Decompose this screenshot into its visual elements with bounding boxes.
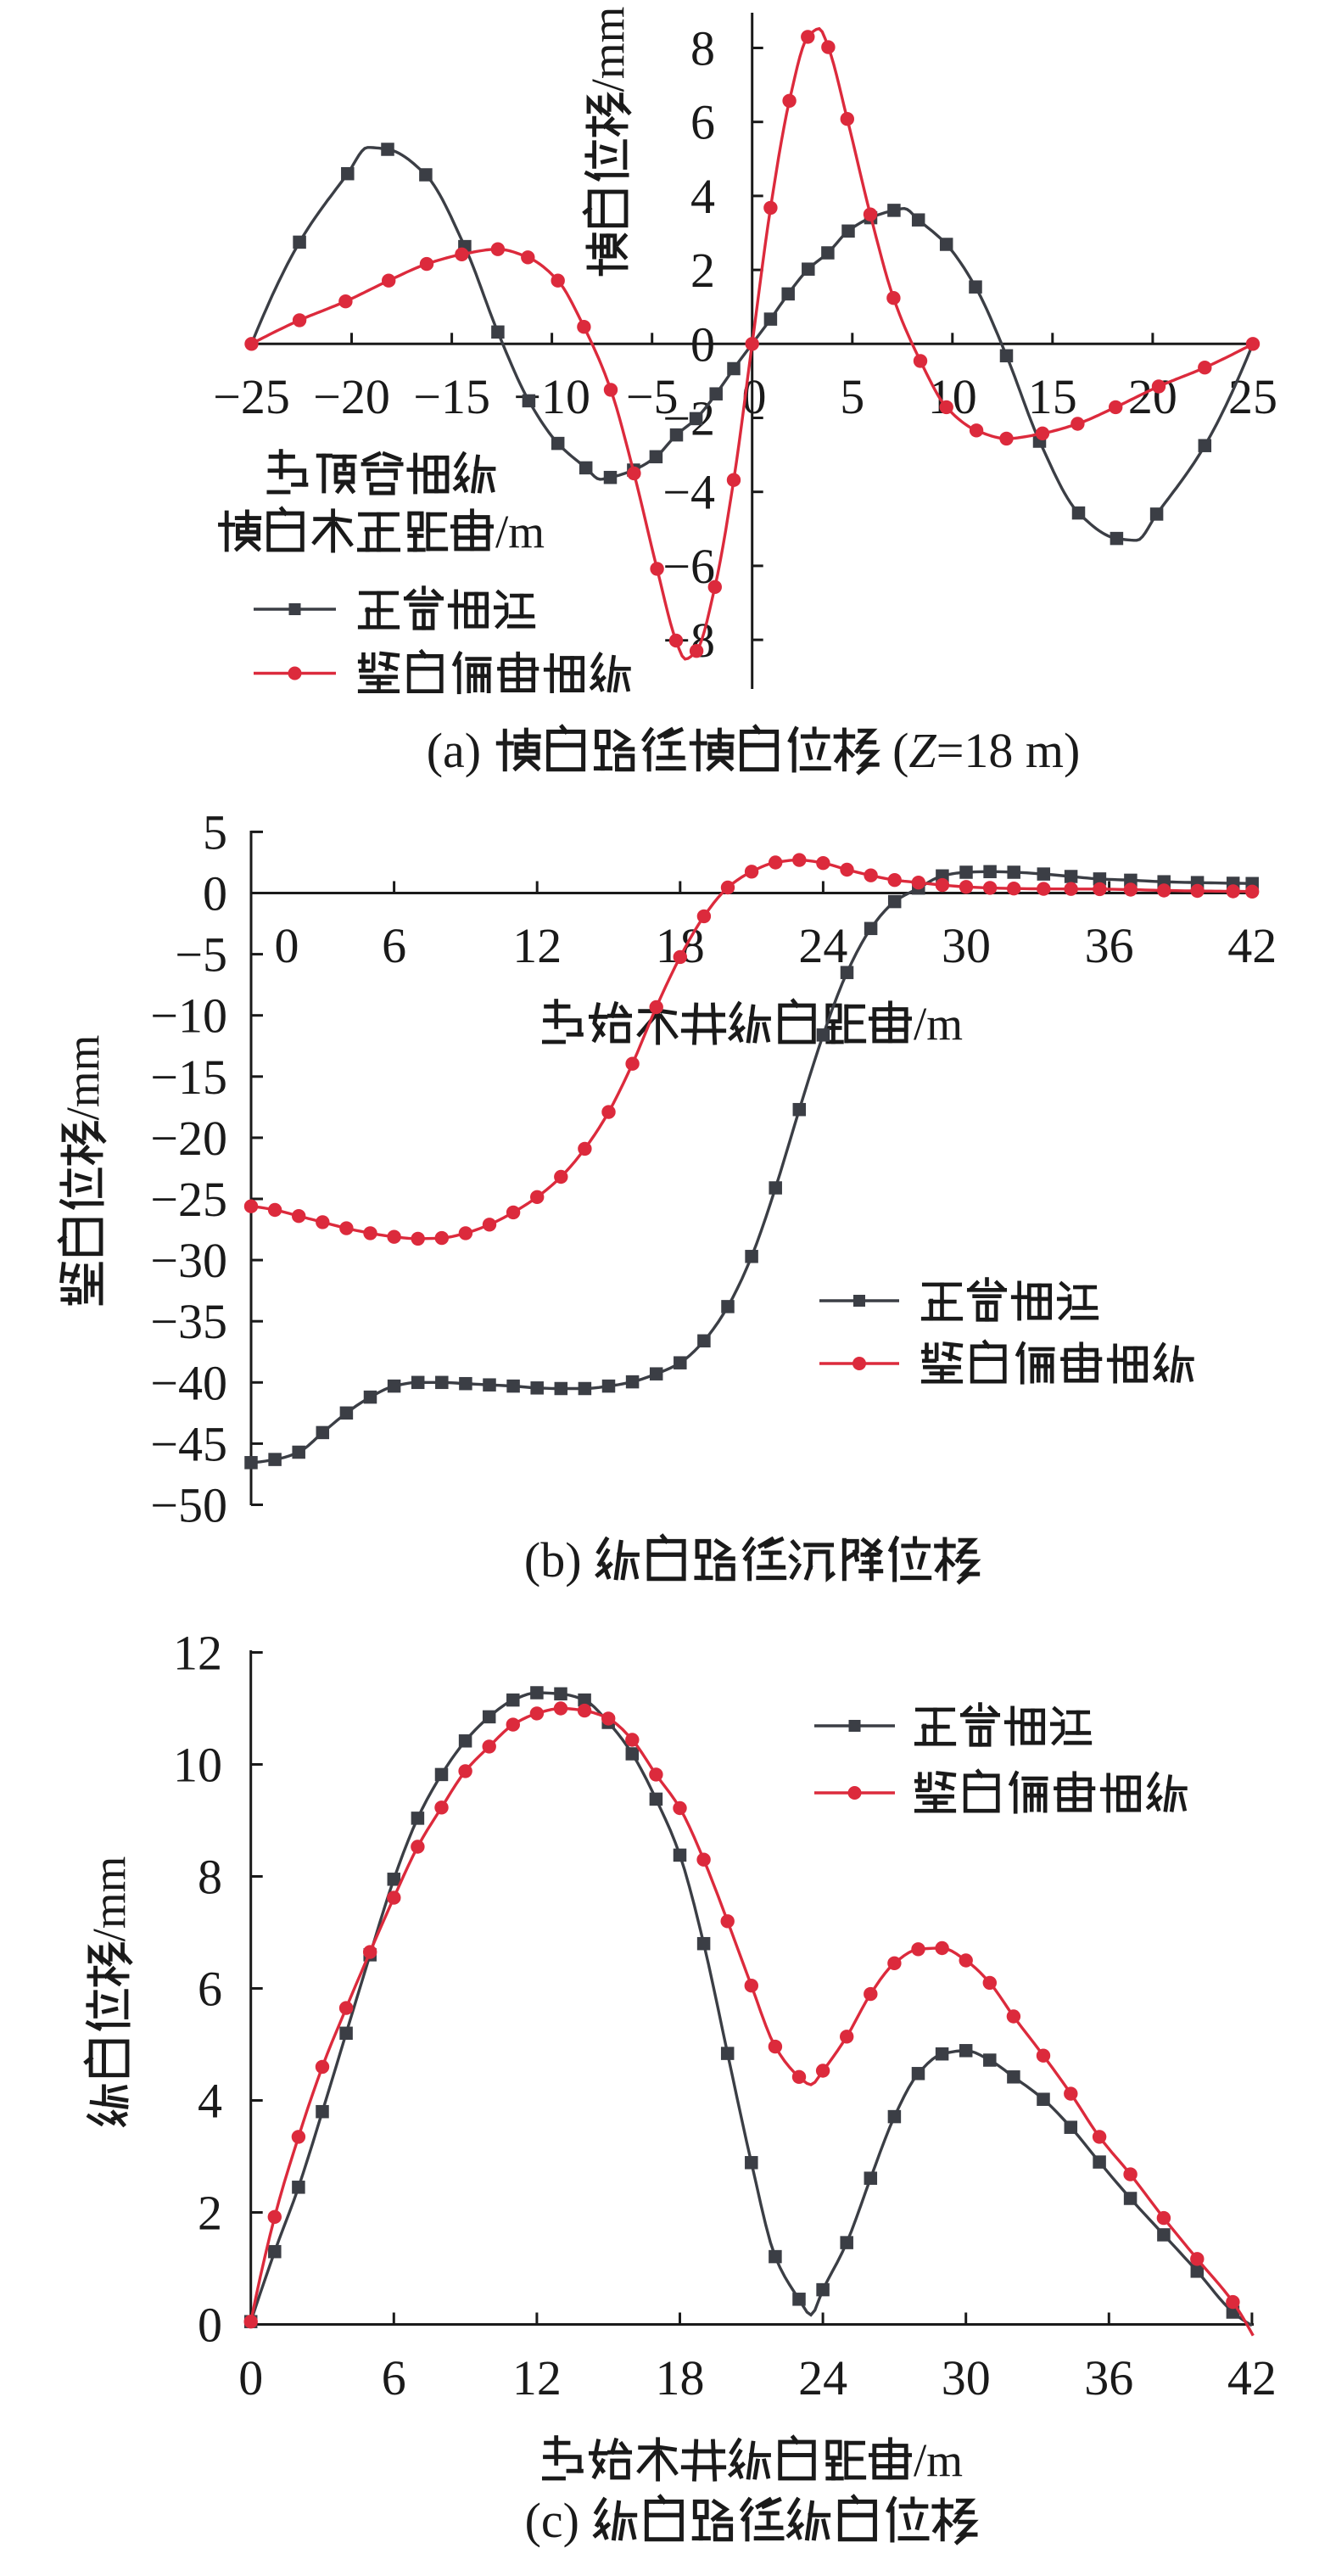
svg-text:12: 12 <box>173 1626 222 1681</box>
svg-text:6: 6 <box>382 918 406 973</box>
svg-text:(c): (c) <box>525 2493 592 2548</box>
svg-text:−20: −20 <box>313 369 390 424</box>
svg-text:−4: −4 <box>662 465 715 520</box>
svg-text:0: 0 <box>238 2350 263 2405</box>
svg-text:8: 8 <box>198 1850 222 1905</box>
svg-text:(a): (a) <box>427 723 494 778</box>
svg-text:5: 5 <box>203 804 227 860</box>
svg-text:Z: Z <box>908 723 936 778</box>
svg-text:/mm: /mm <box>582 7 634 92</box>
svg-text:42: 42 <box>1227 2350 1277 2405</box>
svg-text:/mm: /mm <box>57 1035 109 1121</box>
svg-text:−40: −40 <box>150 1355 227 1410</box>
svg-text:/m: /m <box>914 998 963 1050</box>
svg-text:5: 5 <box>840 369 864 424</box>
svg-text:−5: −5 <box>626 369 679 424</box>
svg-text:(: ( <box>880 723 909 778</box>
svg-text:−25: −25 <box>213 369 290 424</box>
svg-text:6: 6 <box>690 95 715 150</box>
svg-text:10: 10 <box>928 369 977 424</box>
svg-text:24: 24 <box>798 918 847 973</box>
svg-text:12: 12 <box>512 918 562 973</box>
svg-text:−15: −15 <box>413 369 490 424</box>
svg-text:0: 0 <box>275 918 299 973</box>
svg-text:−35: −35 <box>150 1294 227 1349</box>
svg-text:2: 2 <box>690 243 715 298</box>
svg-text:36: 36 <box>1084 2350 1133 2405</box>
svg-text:24: 24 <box>798 2350 847 2405</box>
svg-text:15: 15 <box>1028 369 1077 424</box>
svg-text:6: 6 <box>198 1962 222 2017</box>
svg-text:−10: −10 <box>150 988 227 1044</box>
svg-text:30: 30 <box>942 2350 991 2405</box>
svg-text:42: 42 <box>1227 918 1277 973</box>
svg-text:/m: /m <box>914 2434 963 2486</box>
svg-text:4: 4 <box>690 169 715 224</box>
svg-text:−6: −6 <box>662 539 715 594</box>
svg-text:12: 12 <box>512 2350 562 2405</box>
svg-text:25: 25 <box>1228 369 1277 424</box>
svg-text:−5: −5 <box>175 927 227 983</box>
svg-text:−30: −30 <box>150 1233 227 1288</box>
svg-text:10: 10 <box>173 1738 222 1793</box>
svg-text:6: 6 <box>382 2350 406 2405</box>
svg-text:−20: −20 <box>150 1111 227 1166</box>
svg-text:−50: −50 <box>150 1478 227 1533</box>
svg-text:2: 2 <box>198 2186 222 2241</box>
svg-text:=18 m): =18 m) <box>936 723 1081 778</box>
svg-text:/mm: /mm <box>83 1856 135 1942</box>
svg-text:8: 8 <box>690 21 715 76</box>
svg-text:4: 4 <box>198 2074 222 2129</box>
svg-text:/m: /m <box>495 506 545 557</box>
svg-text:0: 0 <box>690 316 715 372</box>
svg-text:(b): (b) <box>524 1532 594 1588</box>
svg-text:0: 0 <box>198 2298 222 2353</box>
svg-text:−25: −25 <box>150 1172 227 1227</box>
svg-text:36: 36 <box>1085 918 1134 973</box>
svg-text:18: 18 <box>656 2350 705 2405</box>
svg-text:−45: −45 <box>150 1416 227 1471</box>
svg-text:0: 0 <box>203 866 227 921</box>
svg-text:30: 30 <box>942 918 991 973</box>
svg-text:−15: −15 <box>150 1050 227 1105</box>
